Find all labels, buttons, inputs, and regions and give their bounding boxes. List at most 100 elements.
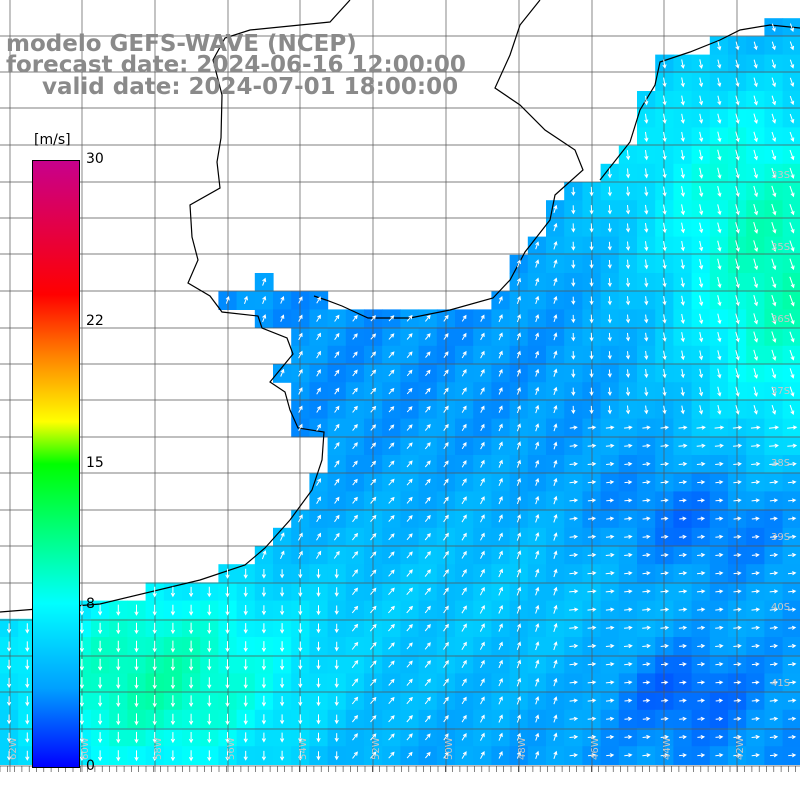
wind-arrow [334,623,339,634]
wind-arrow [771,240,777,252]
wind-arrow [406,751,413,759]
wind-arrow [406,696,413,705]
wind-arrow [315,550,322,559]
wind-arrow [316,532,322,541]
wind-arrow [388,642,395,650]
wind-arrow [553,277,558,286]
wind-arrow [787,425,798,430]
wind-arrow [662,131,667,143]
wind-arrow [406,733,413,741]
wind-arrow [553,423,558,432]
wind-arrow [679,643,687,649]
wind-arrow [498,441,503,450]
wind-arrow [370,696,377,705]
wind-arrow [516,332,521,341]
wind-arrow [717,295,722,307]
wind-arrow [606,498,615,503]
wind-arrow [735,258,740,271]
wind-arrow [717,368,722,379]
wind-arrow [751,480,761,485]
wind-arrow [461,678,467,687]
wind-arrow [678,625,688,630]
wind-arrow [461,696,467,705]
wind-arrow [753,185,758,198]
wind-arrow [334,387,340,395]
wind-arrow [699,277,704,288]
wind-arrow [262,314,267,323]
wind-arrow [625,259,631,270]
wind-arrow [498,459,503,468]
wind-arrow [717,313,722,325]
wind-arrow [624,734,633,740]
valid-date: valid date: 2024-07-01 18:00:00 [42,74,459,100]
wind-arrow [589,314,594,324]
wind-arrow [607,369,612,378]
wind-arrow [480,423,485,432]
wind-arrow [589,186,594,197]
wind-arrow [680,113,685,124]
wind-arrow [553,550,558,559]
wind-arrow [662,332,667,342]
wind-arrow [735,95,740,106]
wind-arrow [733,662,742,667]
wind-arrow [699,295,704,307]
wind-arrow [243,659,248,671]
wind-arrow [553,714,558,723]
wind-arrow [733,753,742,758]
wind-arrow [298,350,303,359]
wind-arrow [316,296,321,304]
wind-arrow [751,571,760,576]
wind-arrow [605,571,615,576]
wind-arrow [461,569,467,577]
latitude-label: 38S [771,458,790,469]
wind-arrow [535,386,540,395]
wind-arrow [771,131,777,142]
wind-arrow [406,314,413,322]
wind-arrow [717,404,722,415]
wind-arrow [699,258,704,270]
wind-arrow [25,659,30,671]
wind-arrow [188,677,194,689]
wind-arrow [352,314,358,322]
wind-arrow [642,698,651,703]
wind-arrow [606,480,615,485]
wind-arrow [261,750,267,761]
wind-arrow [789,59,795,69]
wind-arrow [370,424,377,431]
wind-arrow [553,696,558,705]
wind-arrow [642,662,651,667]
wind-arrow [642,716,651,721]
wind-arrow [697,480,706,485]
wind-arrow [406,406,413,413]
wind-arrow [607,186,612,197]
wind-arrow [717,167,722,180]
wind-arrow [280,532,285,541]
wind-arrow [753,131,758,143]
wind-arrow [298,659,303,670]
wind-arrow [642,571,651,576]
wind-arrow [606,516,615,521]
wind-arrow [587,425,597,430]
wind-arrow [769,625,779,630]
wind-arrow [660,643,669,649]
wind-arrow [717,204,722,216]
wind-arrow [680,405,685,415]
wind-arrow [717,113,722,124]
wind-arrow [571,205,576,215]
wind-arrow [569,716,579,721]
wind-arrow [642,753,651,758]
wind-arrow [571,278,576,287]
wind-arrow [771,77,776,88]
wind-arrow [498,368,503,377]
wind-arrow [605,425,615,430]
wind-arrow [170,676,176,690]
wind-arrow [443,423,449,431]
wind-arrow [717,240,722,252]
wind-arrow [516,696,522,705]
wind-arrow [644,405,649,415]
wind-arrow [243,732,248,743]
wind-arrow [789,349,795,361]
wind-arrow [170,586,176,598]
wind-arrow [480,405,485,413]
